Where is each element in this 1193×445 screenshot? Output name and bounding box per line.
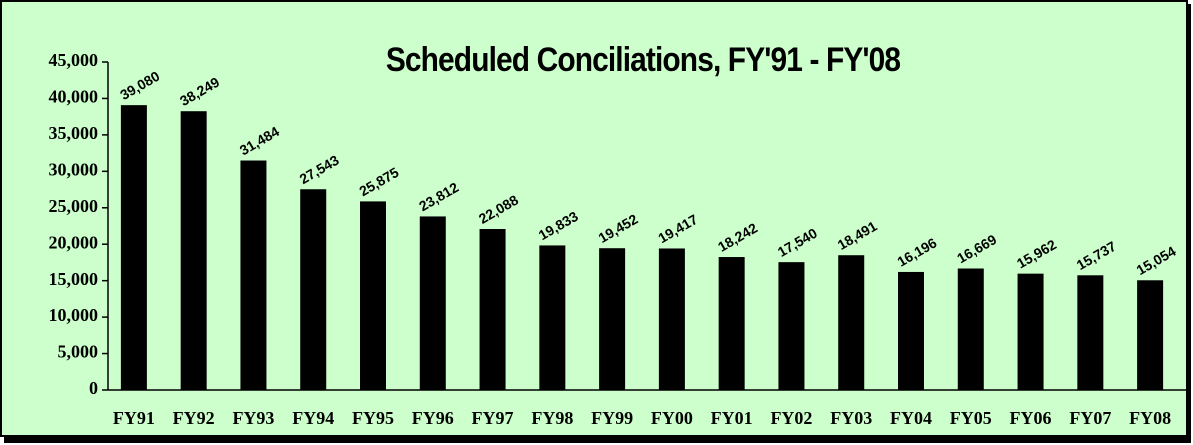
bar [360, 201, 386, 390]
y-tick-label: 5,000 [58, 342, 99, 362]
bar [120, 105, 147, 391]
x-tick-label: FY02 [770, 408, 812, 428]
x-tick-label: FY00 [651, 408, 693, 428]
x-tick-label: FY03 [830, 408, 872, 428]
y-tick-label: 0 [89, 378, 98, 398]
x-tick-label: FY92 [173, 408, 215, 428]
bar [898, 271, 924, 390]
x-tick-label: FY91 [113, 408, 155, 428]
bar [300, 189, 327, 390]
x-tick-label: FY99 [591, 408, 633, 428]
bar [1017, 273, 1044, 390]
x-tick-label: FY98 [531, 408, 573, 428]
y-tick-label: 15,000 [49, 269, 99, 289]
bar [658, 248, 685, 390]
bar [599, 248, 626, 390]
bar [718, 257, 745, 390]
x-tick-label: FY01 [711, 408, 753, 428]
bar [419, 216, 446, 390]
x-tick-label: FY05 [950, 408, 992, 428]
x-tick-label: FY06 [1010, 408, 1052, 428]
x-tick-label: FY04 [890, 408, 932, 428]
bar [539, 245, 566, 390]
x-tick-label: FY08 [1129, 408, 1171, 428]
bar [838, 255, 865, 390]
bar [479, 229, 506, 390]
bar [957, 268, 984, 390]
bar [1077, 275, 1104, 390]
x-tick-label: FY94 [292, 408, 334, 428]
x-tick-label: FY95 [352, 408, 394, 428]
bar [1137, 280, 1164, 390]
y-tick-label: 45,000 [49, 50, 99, 70]
y-tick-label: 10,000 [49, 305, 99, 325]
x-tick-label: FY97 [472, 408, 514, 428]
y-tick-label: 20,000 [49, 232, 99, 252]
x-tick-label: FY93 [232, 408, 274, 428]
bar [180, 111, 207, 391]
y-tick-label: 40,000 [49, 87, 99, 107]
chart-title: Scheduled Conciliations, FY'91 - FY'08 [386, 40, 900, 78]
bar [778, 262, 805, 390]
x-tick-label: FY96 [412, 408, 454, 428]
y-tick-label: 35,000 [49, 123, 99, 143]
y-tick-label: 25,000 [49, 196, 99, 216]
bar [240, 160, 267, 390]
y-tick-label: 30,000 [49, 159, 99, 179]
x-tick-label: FY07 [1069, 408, 1111, 428]
